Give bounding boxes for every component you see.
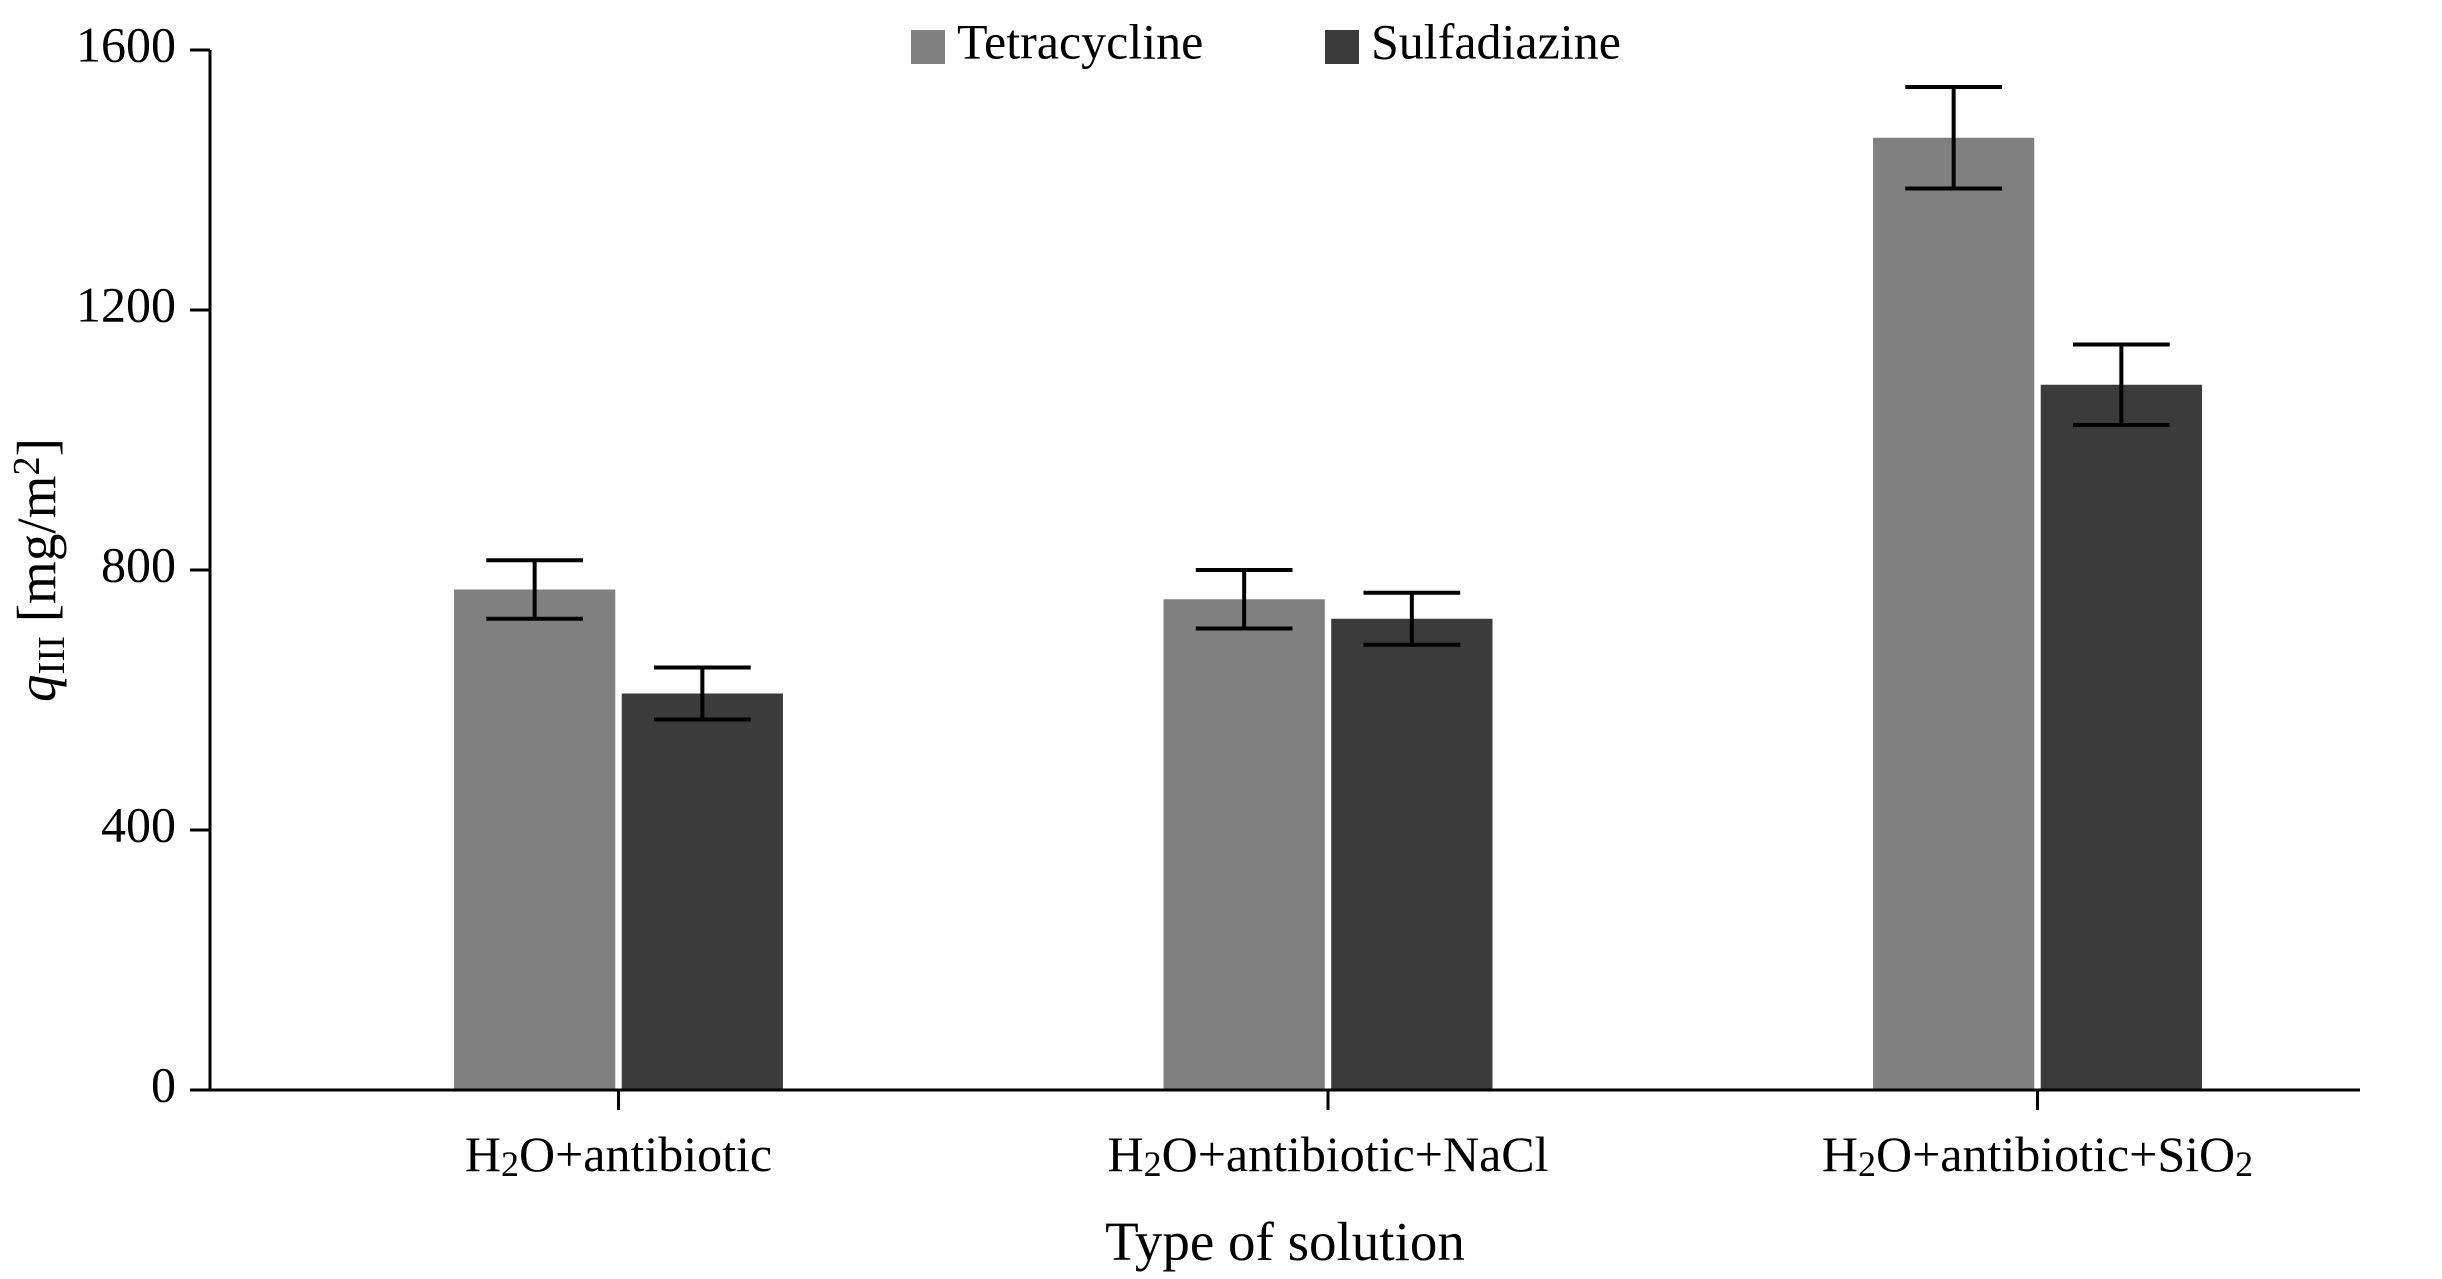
- y-tick-label: 0: [151, 1056, 176, 1112]
- x-tick-label: H2O+antibiotic+NaCl: [1108, 1126, 1549, 1184]
- y-tick-label: 1200: [76, 276, 176, 332]
- bar-tetracycline-2: [1873, 138, 2034, 1090]
- bar-sulfadiazine-0: [622, 694, 783, 1091]
- bar-tetracycline-1: [1164, 599, 1325, 1090]
- y-tick-label: 800: [101, 536, 176, 592]
- legend-label-tetracycline: Tetracycline: [957, 13, 1203, 69]
- x-tick-label: H2O+antibiotic+SiO2: [1822, 1126, 2253, 1184]
- x-axis-title: Type of solution: [1105, 1211, 1465, 1272]
- bar-sulfadiazine-2: [2041, 385, 2202, 1090]
- legend-swatch-sulfadiazine: [1325, 30, 1359, 64]
- adsorption-bar-chart: 040080012001600H2O+antibioticH2O+antibio…: [0, 0, 2442, 1279]
- y-tick-label: 1600: [76, 16, 176, 72]
- legend-swatch-tetracycline: [911, 30, 945, 64]
- y-tick-label: 400: [101, 796, 176, 852]
- legend-label-sulfadiazine: Sulfadiazine: [1371, 13, 1621, 69]
- bar-sulfadiazine-1: [1331, 619, 1492, 1090]
- bar-tetracycline-0: [454, 590, 615, 1091]
